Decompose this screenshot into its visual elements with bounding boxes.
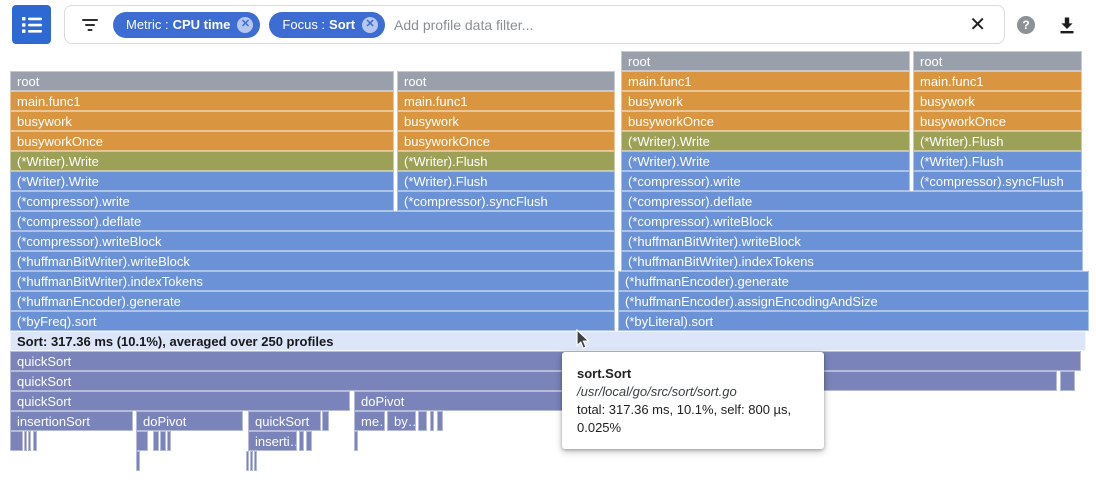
view-list-icon (21, 16, 42, 33)
flame-block-writer-write[interactable]: (*Writer).Write (621, 131, 910, 151)
flame-block-writer-flush[interactable]: (*Writer).Flush (913, 131, 1082, 151)
help-icon[interactable]: ? (1017, 16, 1035, 34)
flame-block-huffmanbitwriter-indextokens[interactable]: (*huffmanBitWriter).indexTokens (10, 271, 615, 291)
flame-block-fragment[interactable] (136, 451, 140, 471)
flame-block-fragment[interactable] (418, 411, 427, 431)
flame-block-fragment[interactable] (430, 411, 434, 431)
flame-block-huffmanencoder-generate[interactable]: (*huffmanEncoder).generate (10, 291, 615, 311)
flame-block-compressor-writeblock[interactable]: (*compressor).writeBlock (621, 211, 1083, 231)
flame-block-fragment[interactable] (246, 451, 249, 471)
tooltip-function-name: sort.Sort (577, 366, 632, 381)
flame-block-busyworkonce[interactable]: busyworkOnce (621, 111, 910, 131)
flame-block-compressor-deflate[interactable]: (*compressor).deflate (10, 211, 615, 231)
flame-block-fragment[interactable] (28, 431, 31, 451)
flame-block-busyworkonce[interactable]: busyworkOnce (397, 131, 615, 151)
flame-block-writer-flush[interactable]: (*Writer).Flush (913, 151, 1082, 171)
flame-block-byfreq-sort[interactable]: (*byFreq).sort (10, 311, 615, 331)
flame-block-busywork[interactable]: busywork (10, 111, 394, 131)
flame-block-by[interactable]: by… (387, 411, 416, 431)
flame-block-fragment[interactable] (136, 431, 148, 451)
flame-block-quicksort[interactable]: quickSort (10, 391, 350, 411)
flame-block-fragment[interactable] (167, 431, 171, 451)
flame-block-busywork[interactable]: busywork (913, 91, 1082, 111)
flame-block-dopivot[interactable]: doPivot (136, 411, 243, 431)
flame-block-fragment[interactable] (1060, 371, 1075, 391)
tooltip-source-path: /usr/local/go/src/sort/sort.go (577, 384, 737, 399)
flame-block-quicksort[interactable]: quickSort (10, 351, 1081, 371)
filter-chips: Metric : CPU time ✕ Focus : Sort ✕ (113, 11, 394, 38)
flame-block-byliteral-sort[interactable]: (*byLiteral).sort (618, 311, 1089, 331)
flame-block-busywork[interactable]: busywork (397, 111, 615, 131)
flame-block-fragment[interactable] (250, 451, 253, 471)
flame-block-quicksort[interactable]: quickSort (248, 411, 321, 431)
flame-block-busywork[interactable]: busywork (621, 91, 910, 111)
chip-value: CPU time (172, 17, 231, 32)
flame-block-fragment[interactable] (24, 431, 27, 451)
toolbar: Metric :CPU time ✕ Focus :Sort ✕ ✕ ? (0, 0, 1096, 50)
frame-tooltip: sort.Sort /usr/local/go/src/sort/sort.go… (562, 352, 824, 449)
flame-block-huffmanbitwriter-writeblock[interactable]: (*huffmanBitWriter).writeBlock (10, 251, 615, 271)
flame-block-fragment[interactable] (354, 431, 358, 451)
flame-block-writer-flush[interactable]: (*Writer).Flush (397, 171, 615, 191)
flame-block-busyworkonce[interactable]: busyworkOnce (10, 131, 394, 151)
flame-block-root[interactable]: root (913, 51, 1082, 71)
selected-frame-summary[interactable]: Sort: 317.36 ms (10.1%), averaged over 2… (10, 331, 1086, 351)
flame-block-compressor-syncflush[interactable]: (*compressor).syncFlush (397, 191, 615, 211)
flame-block-compressor-deflate[interactable]: (*compressor).deflate (621, 191, 1083, 211)
flame-block-fragment[interactable] (33, 431, 37, 451)
flame-block-fragment[interactable] (153, 431, 159, 451)
chip-remove-icon[interactable]: ✕ (237, 16, 254, 33)
flame-block-quicksort[interactable]: quickSort (10, 371, 1057, 391)
chip-prefix: Metric : (126, 17, 169, 32)
flame-block-dopivot[interactable]: doPivot (354, 391, 614, 411)
flame-block-compressor-write[interactable]: (*compressor).write (621, 171, 910, 191)
flame-block-compressor-writeblock[interactable]: (*compressor).writeBlock (10, 231, 615, 251)
flame-block-fragment[interactable] (437, 411, 443, 431)
flame-block-writer-write[interactable]: (*Writer).Write (10, 171, 394, 191)
flame-block-fragment[interactable] (306, 431, 312, 451)
tooltip-stats: total: 317.36 ms, 10.1%, self: 800 µs, 0… (577, 402, 792, 435)
flame-block-fragment[interactable] (160, 431, 166, 451)
flame-block-fragment[interactable] (254, 451, 257, 471)
flame-block-fragment[interactable] (299, 431, 304, 451)
flame-block-fragment[interactable] (322, 411, 329, 431)
flame-block-insertionsort[interactable]: insertionSort (10, 411, 133, 431)
flame-block-root[interactable]: root (10, 71, 394, 91)
flame-block-writer-flush[interactable]: (*Writer).Flush (397, 151, 615, 171)
flame-block-writer-write[interactable]: (*Writer).Write (10, 151, 394, 171)
profile-filter-bar[interactable]: Metric :CPU time ✕ Focus :Sort ✕ ✕ (64, 5, 1005, 44)
flame-block-huffmanbitwriter-writeblock[interactable]: (*huffmanBitWriter).writeBlock (621, 231, 1083, 251)
download-icon[interactable] (1056, 14, 1078, 36)
flame-block-compressor-write[interactable]: (*compressor).write (10, 191, 394, 211)
flame-block-busyworkonce[interactable]: busyworkOnce (913, 111, 1082, 131)
chip-value: Sort (329, 17, 356, 32)
clear-filters-icon[interactable]: ✕ (969, 14, 986, 36)
flame-block-huffmanbitwriter-indextokens[interactable]: (*huffmanBitWriter).indexTokens (621, 251, 1083, 271)
flame-block-me[interactable]: me… (354, 411, 385, 431)
flame-block-main-func1[interactable]: main.func1 (10, 91, 394, 111)
flame-block-huffmanencoder-assignencodingandsize[interactable]: (*huffmanEncoder).assignEncodingAndSize (618, 291, 1089, 311)
flame-block-root[interactable]: root (397, 71, 615, 91)
filter-chip-focus[interactable]: Focus : Sort ✕ (269, 11, 386, 38)
flame-block-main-func1[interactable]: main.func1 (913, 71, 1082, 91)
flame-block-inserti[interactable]: inserti… (248, 431, 297, 451)
flame-block-fragment[interactable] (10, 431, 23, 451)
filter-list-icon (81, 18, 99, 31)
menu-button[interactable] (12, 5, 51, 44)
flame-block-main-func1[interactable]: main.func1 (397, 91, 615, 111)
filter-input[interactable] (394, 16, 962, 33)
flame-block-root[interactable]: root (621, 51, 910, 71)
filter-chip-metric[interactable]: Metric : CPU time ✕ (113, 11, 261, 38)
flame-block-main-func1[interactable]: main.func1 (621, 71, 910, 91)
chip-remove-icon[interactable]: ✕ (362, 16, 379, 33)
flame-block-writer-write[interactable]: (*Writer).Write (621, 151, 910, 171)
chip-prefix: Focus : (282, 17, 326, 32)
flame-block-compressor-syncflush[interactable]: (*compressor).syncFlush (913, 171, 1082, 191)
flame-block-huffmanencoder-generate[interactable]: (*huffmanEncoder).generate (618, 271, 1089, 291)
